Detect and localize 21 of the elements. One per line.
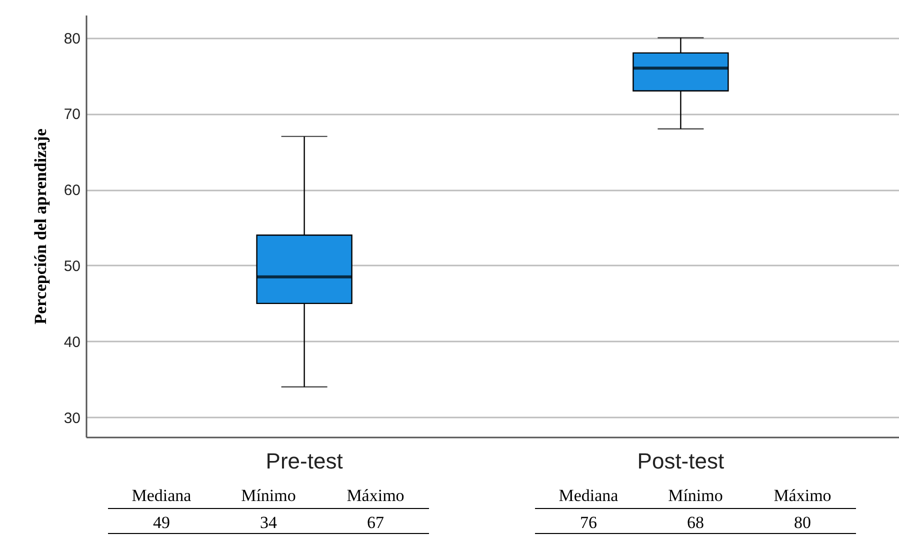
y-tick-label: 40: [64, 334, 80, 351]
text: 80: [749, 508, 856, 534]
text: Mediana: [535, 484, 642, 508]
y-tick-label: 30: [64, 410, 80, 427]
y-tick-label: 80: [64, 30, 80, 48]
y-tick-label: 50: [64, 258, 80, 275]
text: Mediana: [108, 484, 215, 508]
text: 49: [108, 508, 215, 534]
x-tick-label: Post-test: [637, 448, 724, 474]
text: Máximo: [322, 484, 429, 508]
x-tick-label: Pre-test: [266, 448, 343, 474]
y-tick-label: 70: [64, 106, 80, 124]
text: 34: [215, 508, 322, 534]
text: Máximo: [749, 484, 856, 508]
text: 68: [642, 508, 749, 534]
text: 76: [535, 508, 642, 534]
y-tick-label: 60: [64, 182, 80, 200]
text: Mínimo: [215, 484, 322, 508]
text: Mínimo: [642, 484, 749, 508]
y-axis-title: Percepción del aprendizaje: [30, 128, 50, 324]
text: 67: [322, 508, 429, 534]
